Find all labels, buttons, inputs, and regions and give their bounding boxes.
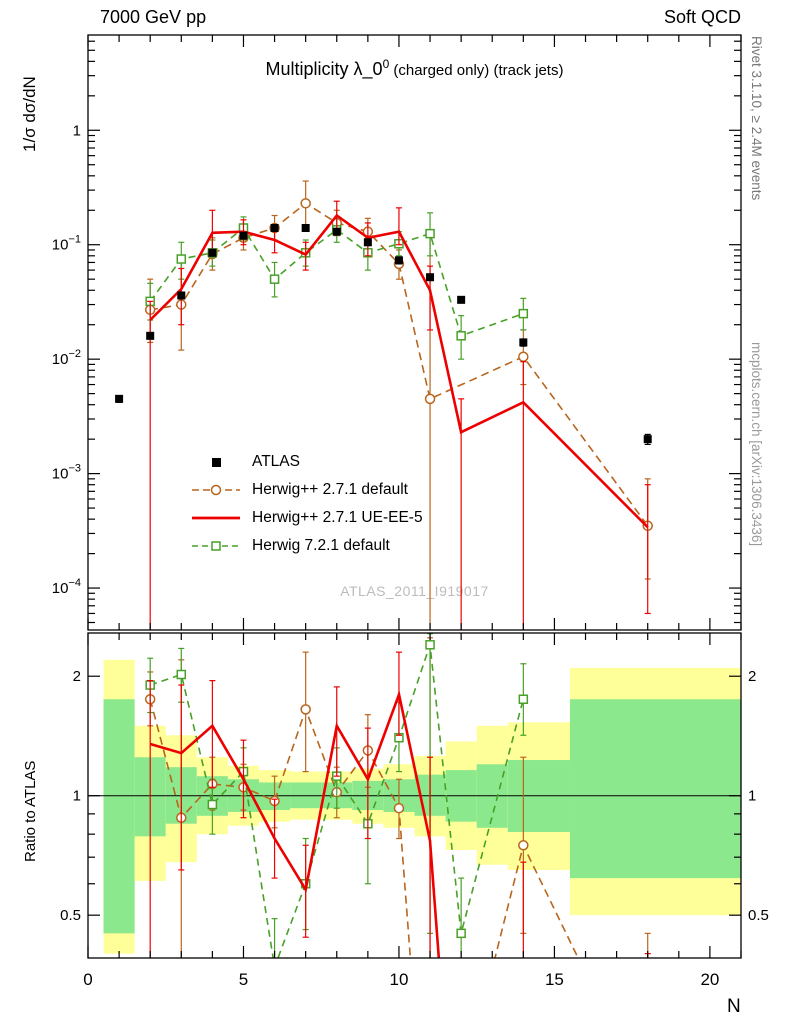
herwigpp-ueee5-marker-icon [188, 511, 244, 525]
herwigpp-default-marker-icon [188, 483, 244, 497]
svg-text:0.5: 0.5 [748, 907, 769, 924]
atlas-marker-icon [188, 455, 244, 469]
plot-title-suffix: (charged only) (track jets) [389, 62, 564, 79]
axis-ticks-and-labels: 110−110−210−310−40.5 0.51 12 20 5 10 15 20 [52, 35, 769, 989]
series-herwig-2-7-1-ue-ee-5 [147, 651, 651, 958]
svg-text:2: 2 [748, 668, 756, 685]
beam-energy-label: 7000 GeV pp [100, 7, 207, 27]
rivet-version-note: Rivet 3.1.10, ≥ 2.4M events [749, 36, 764, 201]
plot-title: Multiplicity λ_00 (charged only) (track … [88, 57, 741, 80]
svg-text:5: 5 [239, 970, 248, 989]
process-group-label: Soft QCD [663, 7, 741, 27]
svg-text:1: 1 [73, 122, 81, 139]
analysis-watermark: ATLAS_2011_I919017 [340, 583, 489, 599]
svg-text:2: 2 [73, 668, 81, 685]
svg-text:15: 15 [545, 970, 564, 989]
legend-item-atlas: ATLAS [188, 448, 423, 476]
svg-text:1: 1 [748, 788, 756, 805]
legend: ATLAS Herwig++ 2.7.1 default Herwig++ 2.… [188, 448, 423, 560]
legend-item-herwig7-default: Herwig 7.2.1 default [188, 532, 423, 560]
svg-text:0: 0 [83, 970, 92, 989]
y-axis-label-main: 1/σ dσ/dN [20, 76, 39, 152]
svg-text:10−3: 10−3 [52, 463, 81, 483]
x-axis-label: N [727, 996, 741, 1017]
series-atlas [115, 223, 652, 445]
legend-label-herwigpp-default: Herwig++ 2.7.1 default [252, 481, 408, 498]
legend-label-atlas: ATLAS [252, 453, 300, 470]
svg-text:1: 1 [73, 788, 81, 805]
ratio-panel-series [144, 633, 651, 958]
svg-text:0.5: 0.5 [60, 907, 81, 924]
svg-text:20: 20 [700, 970, 719, 989]
herwig7-default-marker-icon [188, 539, 244, 553]
legend-item-herwigpp-ueee5: Herwig++ 2.7.1 UE-EE-5 [188, 504, 423, 532]
main-panel-frame [87, 34, 742, 631]
legend-label-herwigpp-ueee5: Herwig++ 2.7.1 UE-EE-5 [252, 509, 423, 526]
mcplots-arxiv-note: mcplots.cern.ch [arXiv:1306.3436] [749, 342, 764, 547]
legend-label-herwig7-default: Herwig 7.2.1 default [252, 537, 390, 554]
svg-text:10−1: 10−1 [52, 234, 81, 254]
legend-item-herwigpp-default: Herwig++ 2.7.1 default [188, 476, 423, 504]
svg-text:10: 10 [389, 970, 408, 989]
plot-title-superscript: 0 [382, 57, 390, 71]
svg-text:10−2: 10−2 [52, 348, 81, 368]
svg-text:10−4: 10−4 [52, 577, 81, 597]
main-panel-series [115, 180, 653, 630]
y-axis-label-ratio: Ratio to ATLAS [22, 760, 39, 862]
plot-title-main: Multiplicity λ_0 [265, 59, 383, 79]
